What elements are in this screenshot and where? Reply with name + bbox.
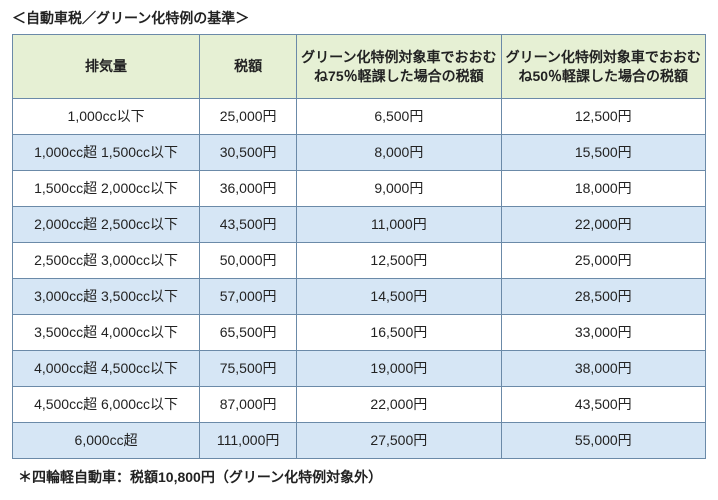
table-cell: 55,000円 bbox=[501, 423, 705, 459]
table-row: 6,000cc超111,000円27,500円55,000円 bbox=[13, 423, 706, 459]
table-cell: 22,000円 bbox=[501, 207, 705, 243]
table-cell: 25,000円 bbox=[501, 243, 705, 279]
table-cell: 12,500円 bbox=[501, 99, 705, 135]
footnote: ＊四輪軽自動車：税額10,800円（グリーン化特例対象外） bbox=[12, 467, 706, 487]
table-row: 1,000cc以下25,000円6,500円12,500円 bbox=[13, 99, 706, 135]
table-cell: 50,000円 bbox=[200, 243, 297, 279]
table-cell: 1,000cc以下 bbox=[13, 99, 200, 135]
table-cell: 1,000cc超 1,500cc以下 bbox=[13, 135, 200, 171]
table-cell: 111,000円 bbox=[200, 423, 297, 459]
table-cell: 3,500cc超 4,000cc以下 bbox=[13, 315, 200, 351]
table-cell: 18,000円 bbox=[501, 171, 705, 207]
table-cell: 4,500cc超 6,000cc以下 bbox=[13, 387, 200, 423]
table-cell: 9,000円 bbox=[297, 171, 501, 207]
table-row: 2,500cc超 3,000cc以下50,000円12,500円25,000円 bbox=[13, 243, 706, 279]
table-row: 1,500cc超 2,000cc以下36,000円9,000円18,000円 bbox=[13, 171, 706, 207]
table-cell: 57,000円 bbox=[200, 279, 297, 315]
table-cell: 30,500円 bbox=[200, 135, 297, 171]
table-cell: 1,500cc超 2,000cc以下 bbox=[13, 171, 200, 207]
table-cell: 2,000cc超 2,500cc以下 bbox=[13, 207, 200, 243]
table-body: 1,000cc以下25,000円6,500円12,500円1,000cc超 1,… bbox=[13, 99, 706, 459]
table-cell: 11,000円 bbox=[297, 207, 501, 243]
table-cell: 43,500円 bbox=[501, 387, 705, 423]
table-cell: 22,000円 bbox=[297, 387, 501, 423]
table-cell: 6,000cc超 bbox=[13, 423, 200, 459]
table-row: 3,500cc超 4,000cc以下65,500円16,500円33,000円 bbox=[13, 315, 706, 351]
table-cell: 12,500円 bbox=[297, 243, 501, 279]
table-row: 4,500cc超 6,000cc以下87,000円22,000円43,500円 bbox=[13, 387, 706, 423]
table-title: ＜自動車税／グリーン化特例の基準＞ bbox=[12, 8, 706, 28]
table-cell: 33,000円 bbox=[501, 315, 705, 351]
table-cell: 19,000円 bbox=[297, 351, 501, 387]
tax-table: 排気量税額グリーン化特例対象車でおおむね75％軽課した場合の税額グリーン化特例対… bbox=[12, 34, 706, 459]
table-cell: 38,000円 bbox=[501, 351, 705, 387]
table-cell: 65,500円 bbox=[200, 315, 297, 351]
table-row: 3,000cc超 3,500cc以下57,000円14,500円28,500円 bbox=[13, 279, 706, 315]
table-row: 4,000cc超 4,500cc以下75,500円19,000円38,000円 bbox=[13, 351, 706, 387]
column-header: 排気量 bbox=[13, 35, 200, 99]
table-cell: 6,500円 bbox=[297, 99, 501, 135]
table-cell: 27,500円 bbox=[297, 423, 501, 459]
table-cell: 16,500円 bbox=[297, 315, 501, 351]
header-row: 排気量税額グリーン化特例対象車でおおむね75％軽課した場合の税額グリーン化特例対… bbox=[13, 35, 706, 99]
table-cell: 28,500円 bbox=[501, 279, 705, 315]
table-cell: 4,000cc超 4,500cc以下 bbox=[13, 351, 200, 387]
table-row: 2,000cc超 2,500cc以下43,500円11,000円22,000円 bbox=[13, 207, 706, 243]
table-cell: 15,500円 bbox=[501, 135, 705, 171]
column-header: 税額 bbox=[200, 35, 297, 99]
table-cell: 43,500円 bbox=[200, 207, 297, 243]
table-header: 排気量税額グリーン化特例対象車でおおむね75％軽課した場合の税額グリーン化特例対… bbox=[13, 35, 706, 99]
table-cell: 3,000cc超 3,500cc以下 bbox=[13, 279, 200, 315]
table-cell: 2,500cc超 3,000cc以下 bbox=[13, 243, 200, 279]
table-cell: 36,000円 bbox=[200, 171, 297, 207]
column-header: グリーン化特例対象車でおおむね75％軽課した場合の税額 bbox=[297, 35, 501, 99]
table-cell: 14,500円 bbox=[297, 279, 501, 315]
table-cell: 87,000円 bbox=[200, 387, 297, 423]
table-cell: 75,500円 bbox=[200, 351, 297, 387]
table-cell: 25,000円 bbox=[200, 99, 297, 135]
table-cell: 8,000円 bbox=[297, 135, 501, 171]
column-header: グリーン化特例対象車でおおむね50％軽課した場合の税額 bbox=[501, 35, 705, 99]
table-row: 1,000cc超 1,500cc以下30,500円8,000円15,500円 bbox=[13, 135, 706, 171]
